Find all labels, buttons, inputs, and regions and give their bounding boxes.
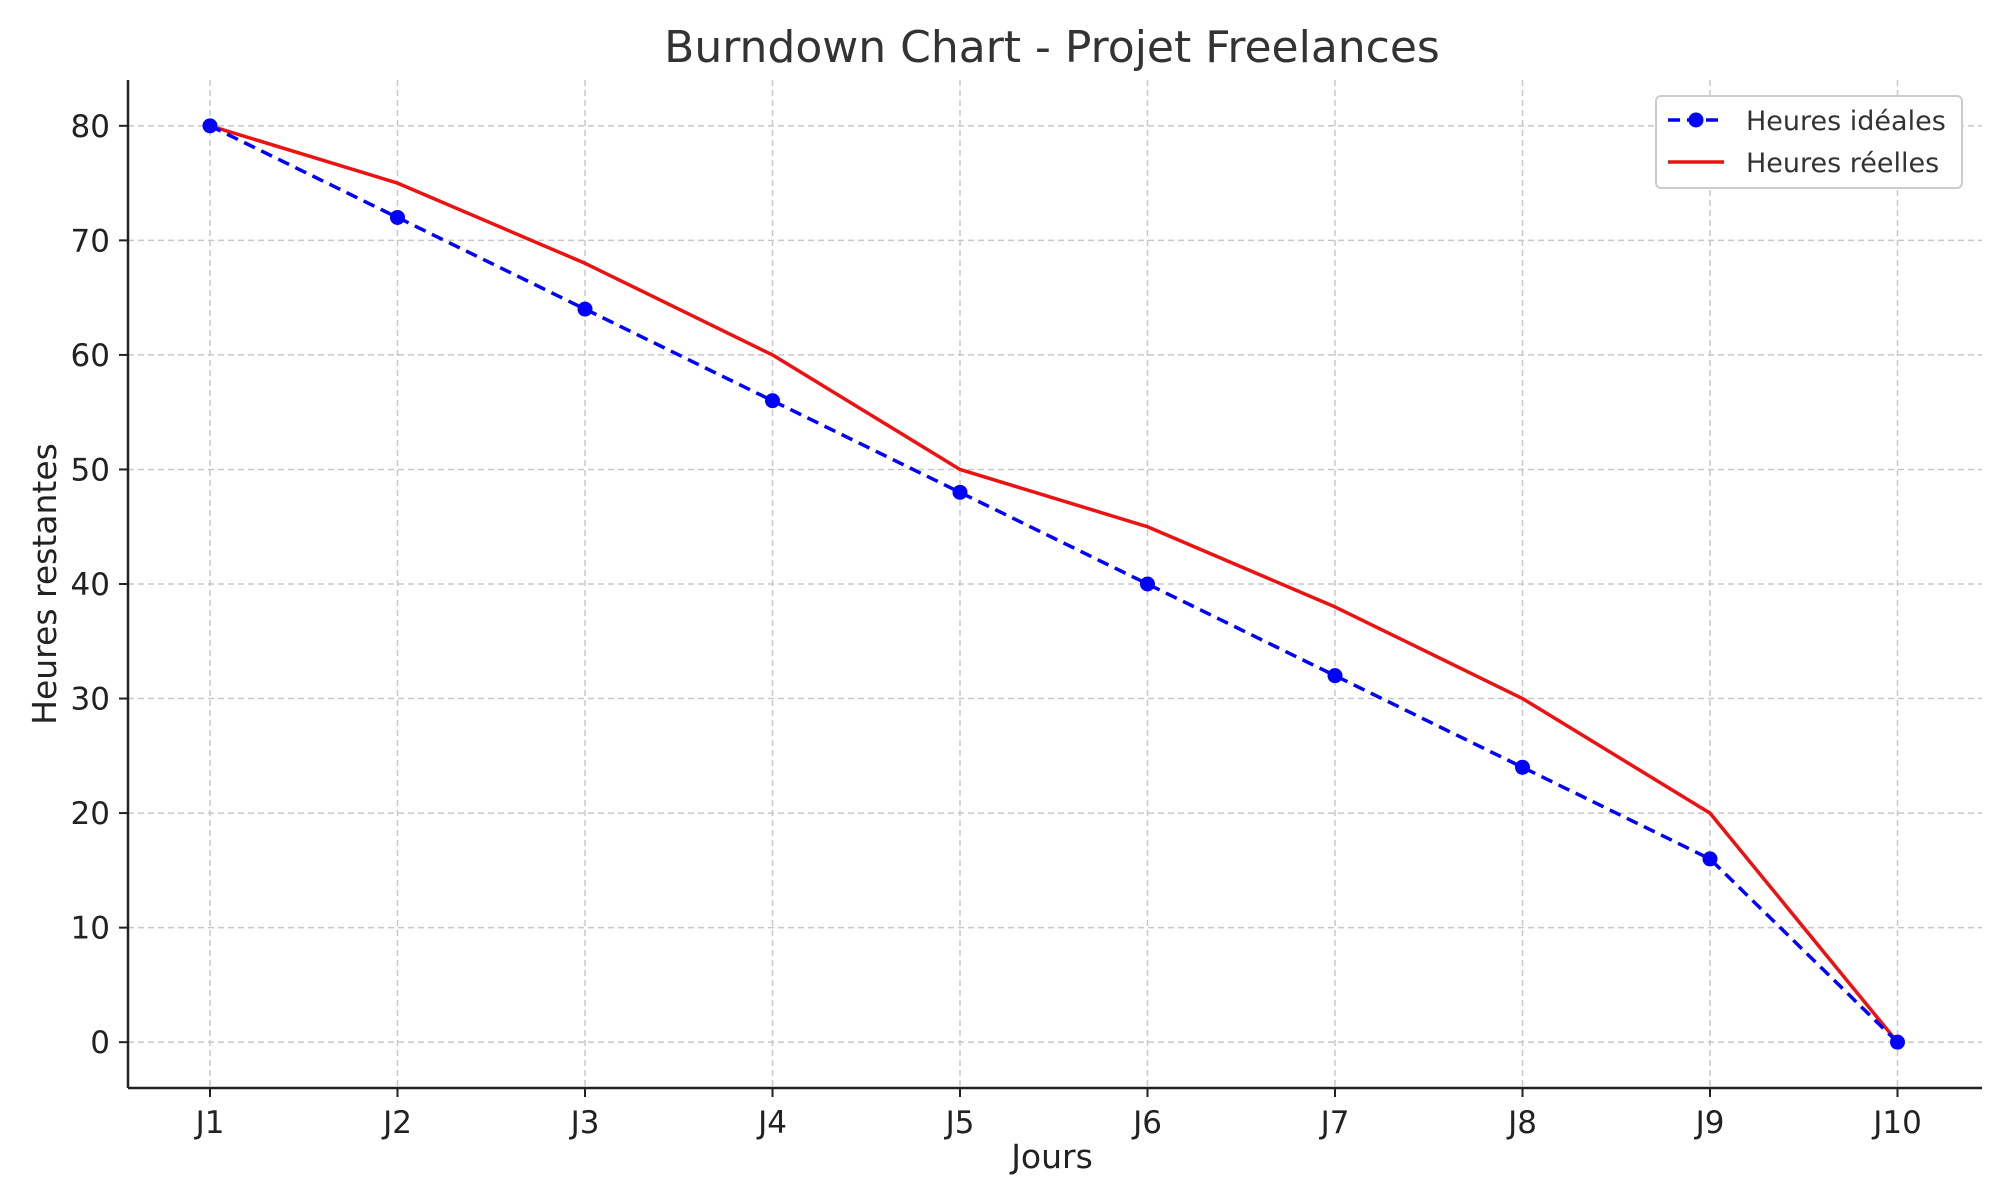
tick-labels: J1 J2 J3 J4 J5 J6 J7 J8 J9 J10 0 10 20 30 40 50 60 70 80 bbox=[71, 109, 1922, 1141]
grid bbox=[128, 80, 1982, 1088]
x-tick-label: J2 bbox=[381, 1105, 412, 1141]
data-point-ideal bbox=[577, 301, 593, 317]
chart-title: Burndown Chart - Projet Freelances bbox=[664, 22, 1440, 73]
series-line-ideal bbox=[209, 124, 1899, 1044]
legend-label-real: Heures réelles bbox=[1746, 148, 1939, 179]
x-tick-label: J7 bbox=[1319, 1105, 1350, 1141]
x-axis-title: Jours bbox=[1009, 1137, 1093, 1176]
legend-marker-ideal bbox=[1688, 112, 1704, 128]
x-tick-label: J10 bbox=[1871, 1105, 1922, 1141]
y-axis-title: Heures restantes bbox=[25, 443, 64, 725]
y-tick-label: 40 bbox=[71, 567, 110, 603]
legend-box bbox=[1655, 95, 1963, 189]
y-tick-label: 20 bbox=[71, 796, 110, 832]
x-tick-label: J6 bbox=[1131, 1105, 1162, 1141]
data-point-ideal bbox=[390, 209, 405, 225]
x-tick-label: J8 bbox=[1506, 1105, 1537, 1141]
y-tick-label: 30 bbox=[71, 682, 110, 718]
y-tick-label: 50 bbox=[71, 452, 110, 488]
data-point-ideal bbox=[952, 484, 968, 500]
data-point-ideal bbox=[1515, 759, 1530, 775]
series-line-real bbox=[209, 124, 1899, 1044]
data-series bbox=[202, 118, 1905, 1050]
y-tick-label: 70 bbox=[71, 223, 110, 259]
data-point-ideal bbox=[1327, 668, 1343, 684]
x-tick-label: J1 bbox=[194, 1105, 225, 1141]
y-tick-label: 0 bbox=[90, 1025, 110, 1061]
data-point-ideal bbox=[202, 118, 218, 134]
x-tick-label: J3 bbox=[569, 1105, 600, 1141]
x-tick-label: J4 bbox=[756, 1105, 787, 1141]
axes bbox=[119, 80, 1982, 1097]
y-tick-label: 80 bbox=[71, 109, 110, 145]
legend-label-ideal: Heures idéales bbox=[1746, 106, 1946, 137]
data-point-ideal bbox=[1890, 1034, 1905, 1050]
x-tick-label: J5 bbox=[944, 1105, 975, 1141]
y-tick-label: 10 bbox=[71, 911, 110, 947]
data-point-ideal bbox=[1140, 576, 1155, 592]
data-point-ideal bbox=[1702, 851, 1718, 867]
y-tick-label: 60 bbox=[71, 338, 110, 374]
data-point-ideal bbox=[765, 393, 780, 409]
legend: Heures idéales Heures réelles bbox=[1655, 95, 1963, 189]
x-tick-label: J9 bbox=[1694, 1105, 1725, 1141]
